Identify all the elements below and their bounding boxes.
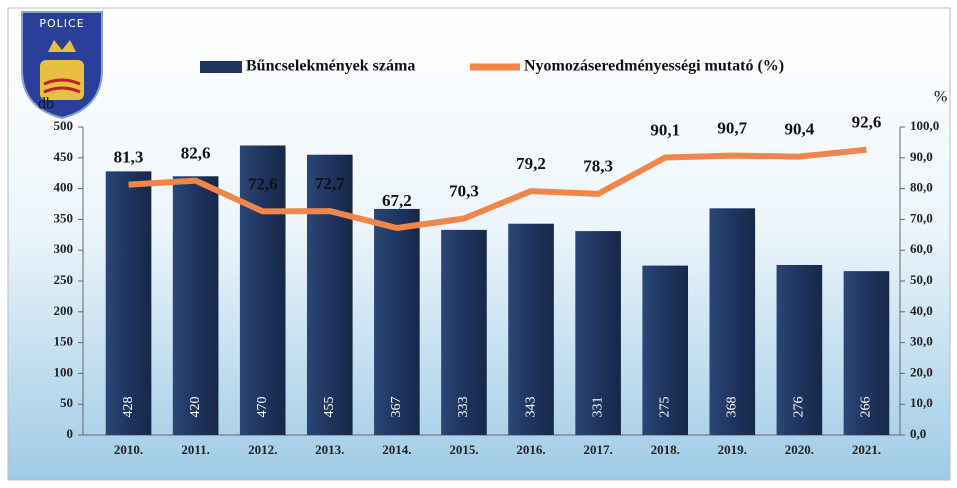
y2-tick-label: 20,0: [910, 364, 933, 379]
line-value-label: 92,6: [852, 113, 882, 132]
legend-label: Bűncselekmények száma: [246, 58, 415, 75]
chart: POLICE Bűncselekmények száma Nyomozásere…: [0, 0, 957, 488]
y-tick-label: 300: [54, 241, 74, 256]
y-tick-label: 100: [54, 364, 74, 379]
bar-value-label: 331: [590, 397, 605, 418]
x-tick-label: 2010.: [114, 442, 143, 457]
y2-tick-label: 0,0: [910, 426, 926, 441]
line-value-label: 72,7: [315, 174, 345, 193]
y2-tick-label: 60,0: [910, 241, 933, 256]
y-tick-label: 150: [54, 334, 74, 349]
x-tick-label: 2021.: [852, 442, 881, 457]
x-tick-label: 2013.: [315, 442, 344, 457]
y2-tick-label: 10,0: [910, 395, 933, 410]
bar-value-label: 333: [456, 397, 471, 418]
y-tick-label: 50: [60, 395, 73, 410]
bar-value-label: 420: [188, 397, 203, 418]
x-tick-label: 2017.: [584, 442, 613, 457]
y2-axis-label: %: [934, 89, 947, 106]
line-value-label: 82,6: [181, 143, 211, 162]
y2-tick-label: 100,0: [910, 118, 939, 133]
y-tick-label: 250: [54, 272, 74, 287]
y-tick-label: 500: [54, 118, 74, 133]
y-tick-label: 200: [54, 303, 74, 318]
legend-label: Nyomozáseredményességi mutató (%): [524, 58, 784, 75]
line-value-label: 79,2: [516, 154, 546, 173]
line-value-label: 90,7: [717, 119, 747, 138]
bar-value-label: 275: [657, 397, 672, 418]
line-value-label: 81,3: [114, 148, 144, 167]
bar: [173, 176, 219, 435]
y-tick-label: 400: [54, 180, 74, 195]
line-value-label: 67,2: [382, 191, 412, 210]
bar-value-label: 367: [389, 397, 404, 418]
x-tick-label: 2015.: [449, 442, 478, 457]
x-tick-label: 2014.: [382, 442, 411, 457]
y2-tick-label: 90,0: [910, 149, 933, 164]
y2-tick-label: 30,0: [910, 334, 933, 349]
y2-tick-label: 80,0: [910, 180, 933, 195]
logo-text: POLICE: [39, 17, 84, 30]
y-tick-label: 0: [67, 426, 74, 441]
line-value-label: 90,4: [785, 119, 815, 138]
line-value-label: 90,1: [650, 120, 680, 139]
y2-tick-label: 50,0: [910, 272, 933, 287]
x-tick-label: 2012.: [248, 442, 277, 457]
y-axis-label: db: [38, 96, 54, 113]
bar-value-label: 455: [322, 397, 337, 418]
bar-value-label: 470: [255, 397, 270, 418]
x-tick-label: 2018.: [651, 442, 680, 457]
y2-tick-label: 40,0: [910, 303, 933, 318]
bar-value-label: 266: [859, 397, 874, 418]
line-value-label: 70,3: [449, 181, 479, 200]
bar-value-label: 343: [523, 397, 538, 418]
bar-value-label: 276: [792, 397, 807, 418]
x-tick-label: 2020.: [785, 442, 814, 457]
x-tick-label: 2016.: [516, 442, 545, 457]
bar-value-label: 368: [725, 397, 740, 418]
line-value-label: 78,3: [583, 157, 613, 176]
logo: POLICE: [22, 12, 102, 118]
x-tick-label: 2019.: [718, 442, 747, 457]
line-value-label: 72,6: [248, 174, 278, 193]
y-tick-label: 450: [54, 149, 74, 164]
y2-tick-label: 70,0: [910, 210, 933, 225]
bar: [307, 155, 353, 435]
bar-value-label: 428: [121, 397, 136, 418]
legend-swatch-bar: [200, 61, 242, 73]
y-tick-label: 350: [54, 210, 74, 225]
bar: [106, 171, 152, 435]
x-tick-label: 2011.: [181, 442, 210, 457]
